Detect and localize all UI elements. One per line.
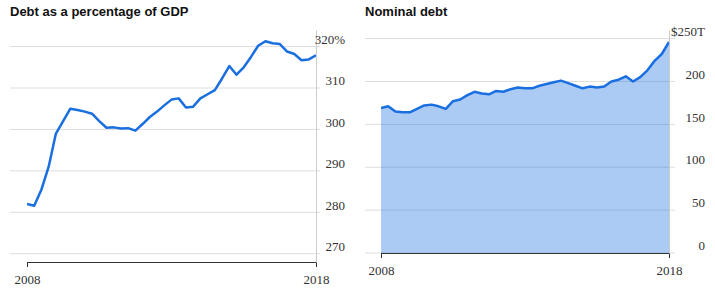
y-tick: 280 xyxy=(316,198,345,213)
y-tick: 200 xyxy=(669,67,705,82)
x-tick-mark xyxy=(27,262,28,267)
x-tick-mark xyxy=(669,253,670,258)
y-tick: $250T xyxy=(669,24,705,39)
grid-line xyxy=(10,46,320,47)
y-tick-label: 310 xyxy=(326,73,346,88)
chart-0: Debt as a percentage of GDP 2008 2018 270 28… xyxy=(10,4,345,287)
area xyxy=(381,42,669,253)
grid-line xyxy=(365,38,675,39)
x-axis: 2008 2018 xyxy=(369,253,683,278)
grid-line xyxy=(10,170,320,171)
x-tick-label: 2018 xyxy=(657,263,683,278)
y-tick-label: 100 xyxy=(686,152,706,167)
y-tick: 300 xyxy=(316,115,345,130)
y-tick: 310 xyxy=(316,73,345,88)
y-tick: 270 xyxy=(316,239,345,254)
grid-line xyxy=(10,253,320,254)
y-tick-label: 50 xyxy=(692,195,705,210)
plot-area xyxy=(27,41,316,205)
grid-line xyxy=(10,129,320,130)
y-tick-label: 290 xyxy=(326,156,346,171)
chart-canvas: Debt as a percentage of GDP 2008 2018 270 28… xyxy=(0,0,715,296)
y-axis-line xyxy=(316,31,317,263)
y-tick-label: 320% xyxy=(315,32,346,47)
y-tick: 0 xyxy=(669,238,705,253)
y-tick-label: 150 xyxy=(686,110,706,125)
y-axis: 270 280 290 300 310 320% xyxy=(315,31,346,263)
x-tick-label: 2008 xyxy=(15,272,41,287)
x-tick-mark xyxy=(381,253,382,258)
y-axis-line xyxy=(669,31,670,254)
chart-1: Nominal debt 2008 2018 0 50 100 150 200 $250T xyxy=(365,4,705,278)
y-tick: 100 xyxy=(669,152,705,167)
chart-title: Debt as a percentage of GDP xyxy=(10,4,189,19)
y-tick-label: 280 xyxy=(326,198,346,213)
x-tick-label: 2008 xyxy=(369,263,395,278)
y-axis: 0 50 100 150 200 $250T xyxy=(669,24,705,254)
grid xyxy=(10,47,320,254)
x-tick: 2008 xyxy=(15,262,41,287)
y-tick: 290 xyxy=(316,156,345,171)
x-axis-line xyxy=(382,253,670,254)
chart-title: Nominal debt xyxy=(365,4,448,19)
x-tick: 2008 xyxy=(369,253,395,278)
grid xyxy=(365,39,675,253)
line xyxy=(381,42,669,112)
y-tick: 320% xyxy=(315,32,346,47)
grid-line xyxy=(10,88,320,89)
grid-line xyxy=(10,212,320,213)
y-tick: 150 xyxy=(669,110,705,125)
x-axis-line xyxy=(28,262,317,263)
x-tick-mark xyxy=(316,262,317,267)
y-tick-label: $250T xyxy=(671,24,705,39)
plot-area xyxy=(381,42,669,253)
y-tick-label: 200 xyxy=(686,67,706,82)
x-tick: 2018 xyxy=(657,253,683,278)
x-tick-label: 2018 xyxy=(304,272,330,287)
x-tick: 2018 xyxy=(304,262,330,287)
y-tick-label: 270 xyxy=(326,239,346,254)
y-tick-label: 300 xyxy=(326,115,346,130)
line xyxy=(27,41,316,205)
y-tick: 50 xyxy=(669,195,705,210)
y-tick-label: 0 xyxy=(699,238,706,253)
x-axis: 2008 2018 xyxy=(15,262,330,287)
